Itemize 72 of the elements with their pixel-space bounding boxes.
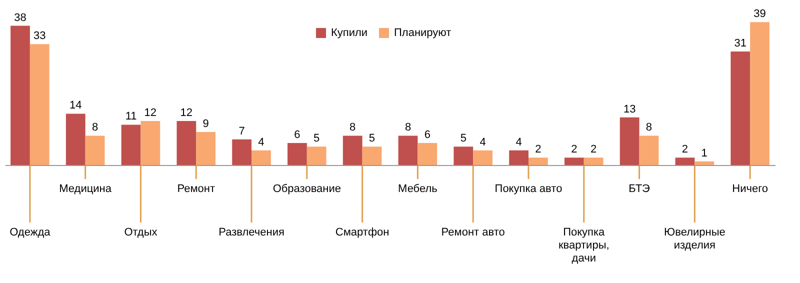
bar [232, 139, 252, 165]
data-label: 8 [92, 122, 98, 134]
data-label: 2 [682, 144, 688, 156]
bar [473, 150, 492, 165]
data-label: 9 [202, 118, 209, 130]
data-label: 33 [33, 30, 46, 42]
data-label: 5 [368, 132, 376, 145]
data-label: 31 [734, 37, 747, 50]
bar [121, 124, 141, 165]
bar [639, 136, 659, 165]
x-tick-label: Ювелирные изделия [664, 226, 726, 252]
x-tick-label: Мебель [398, 183, 438, 196]
data-label: 12 [180, 107, 193, 120]
legend-label: Купили [331, 27, 368, 39]
bar [564, 158, 584, 165]
bar [418, 143, 438, 165]
x-tick-label: Ремонт авто [441, 226, 505, 239]
data-label: 8 [404, 122, 412, 134]
bar [288, 143, 307, 165]
data-label: 8 [350, 122, 356, 134]
data-label: 13 [623, 103, 636, 116]
x-tick-label: Покупка квартиры, дачи [558, 226, 610, 265]
data-label: 6 [424, 129, 430, 142]
data-label: 38 [14, 12, 26, 24]
bar [66, 114, 86, 165]
bar [584, 158, 604, 165]
bar [362, 146, 382, 165]
bar [342, 136, 362, 165]
bar [140, 121, 160, 165]
bar [252, 150, 271, 165]
bar [398, 136, 418, 165]
data-label: 6 [294, 129, 300, 142]
bar [10, 26, 30, 165]
x-tick-label: Смартфон [335, 226, 390, 239]
x-tick-label: Ничего [732, 183, 768, 196]
x-tick-label: Одежда [10, 226, 52, 239]
x-tick-label: Покупка авто [494, 183, 562, 196]
x-tick-label: БТЭ [628, 183, 650, 196]
data-label: 11 [125, 110, 137, 123]
data-label: 39 [754, 8, 766, 20]
bar [620, 117, 640, 165]
bar [30, 44, 50, 165]
bar [694, 161, 714, 165]
bar [750, 22, 770, 165]
x-tick-label: Медицина [59, 183, 112, 196]
data-label: 5 [460, 132, 466, 145]
data-label: 2 [571, 144, 578, 156]
data-label: 2 [535, 144, 542, 156]
bar [85, 136, 105, 165]
data-label: 14 [70, 100, 82, 112]
x-tick-label: Ремонт [177, 183, 215, 196]
bar [454, 146, 474, 165]
data-label: 5 [314, 132, 320, 145]
data-label: 4 [480, 136, 486, 148]
data-label: 4 [258, 136, 264, 148]
data-label: 7 [238, 125, 245, 138]
bar [675, 158, 695, 165]
legend-label: Планируют [394, 27, 452, 39]
bar [176, 121, 196, 165]
bar [196, 132, 216, 165]
bar [730, 51, 750, 165]
x-tick-label: Образование [272, 183, 341, 196]
data-label: 2 [590, 144, 597, 156]
x-tick-label: Развлечения [218, 226, 284, 239]
data-label: 12 [144, 107, 157, 120]
data-label: 1 [701, 147, 708, 160]
bar [509, 150, 528, 165]
data-label: 4 [516, 136, 522, 148]
bar [528, 158, 548, 165]
x-tick-label: Отдых [124, 226, 158, 239]
data-label: 8 [646, 122, 652, 134]
bar [306, 146, 326, 165]
